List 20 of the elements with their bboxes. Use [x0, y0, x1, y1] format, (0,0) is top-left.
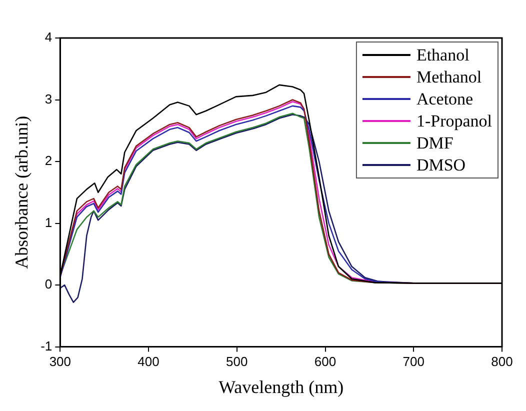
y-tick-label: 3 [44, 91, 52, 106]
y-tick-label: 4 [44, 30, 52, 45]
legend-label: DMSO [416, 155, 466, 174]
y-tick-label: 2 [44, 153, 52, 168]
legend-label: Methanol [416, 67, 482, 86]
x-tick-label: 800 [491, 354, 513, 370]
legend-label: 1-Propanol [416, 111, 492, 130]
x-tick-label: 500 [226, 354, 248, 370]
legend-label: Acetone [416, 89, 474, 108]
y-tick-label: 0 [44, 276, 52, 292]
x-tick-label: 400 [138, 354, 160, 370]
y-tick-label: -1 [40, 338, 52, 354]
x-axis-title: Wavelength (nm) [218, 376, 344, 397]
y-tick-label: 1 [44, 214, 52, 230]
legend-label: Ethanol [416, 45, 470, 64]
y-axis-title: Absorbance (arb.uni) [12, 116, 32, 269]
x-tick-label: 300 [49, 354, 72, 370]
x-tick-label: 700 [402, 354, 424, 370]
legend-label: DMF [416, 133, 454, 152]
x-tick-label: 600 [314, 354, 336, 370]
